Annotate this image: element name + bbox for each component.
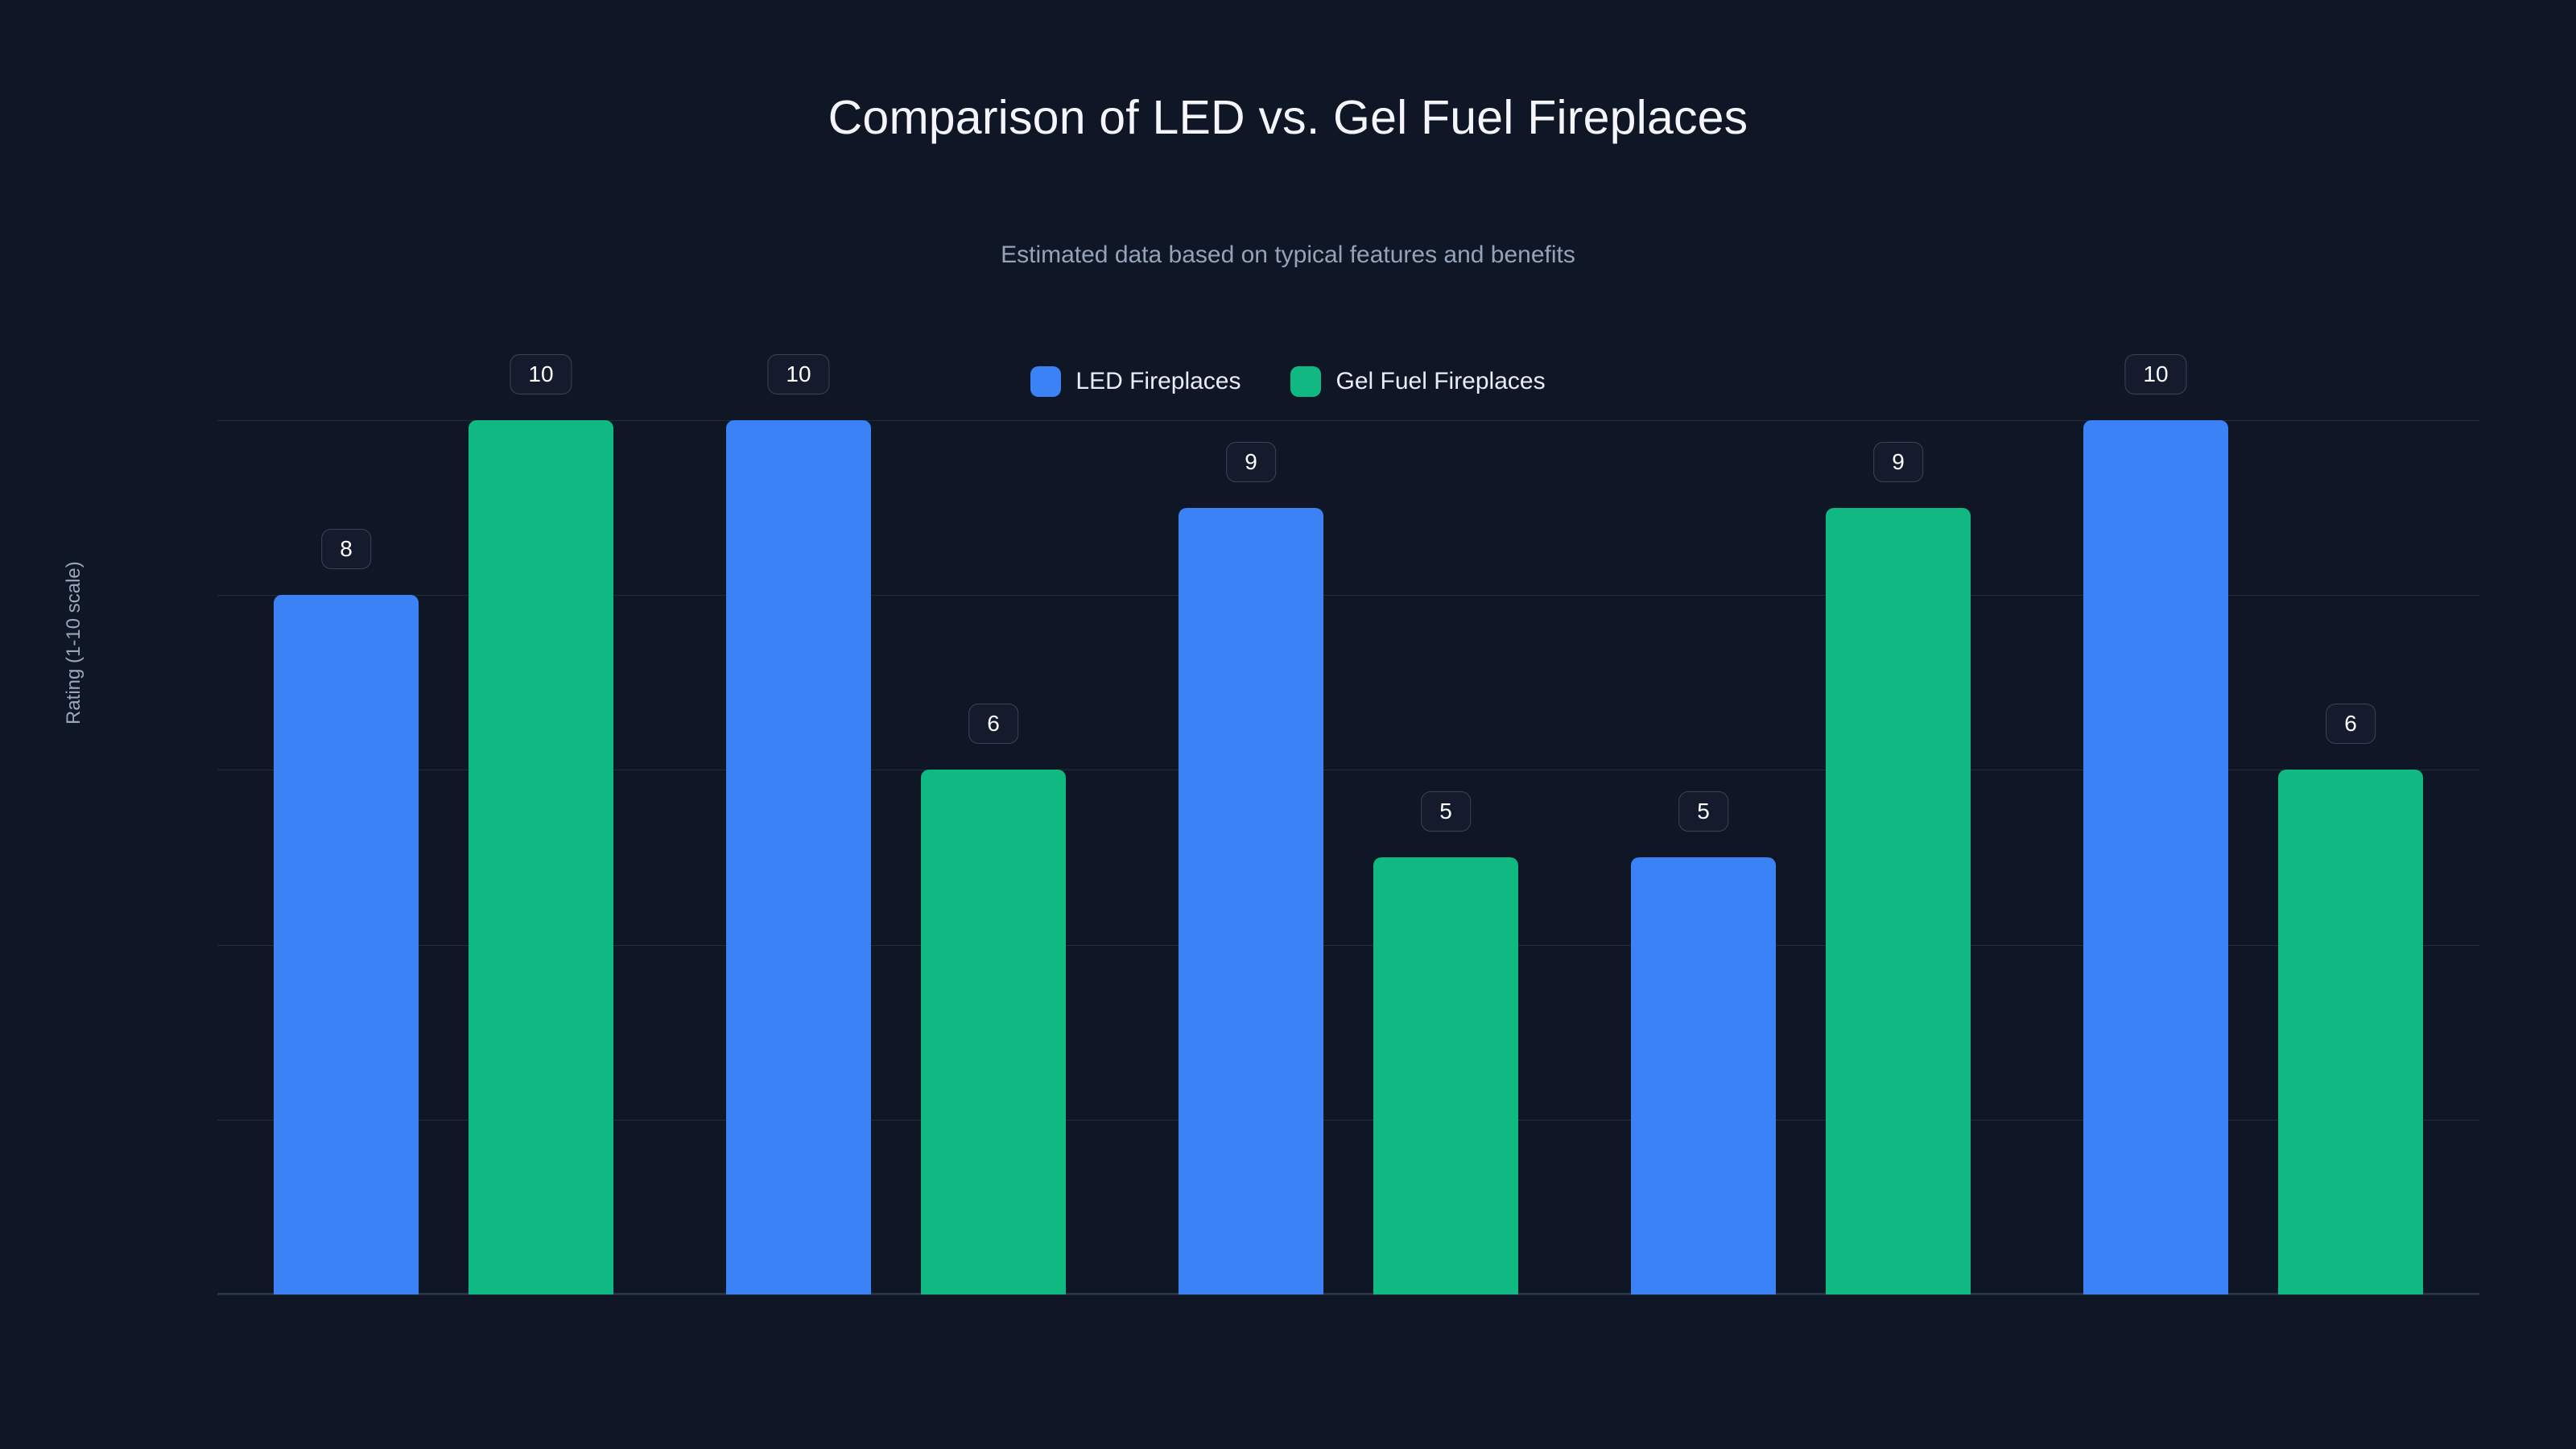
bar-value-label: 10 [510, 354, 572, 394]
gridline [217, 420, 2479, 421]
bar[interactable] [1373, 857, 1518, 1294]
bar-value-label: 10 [767, 354, 830, 394]
bar-group: 10 6 [2027, 354, 2479, 1294]
bar-slot: 10 [726, 354, 871, 1294]
bar-slot: 5 [1373, 420, 1518, 1294]
legend-swatch-icon-led [1030, 366, 1062, 397]
bar-slot: 10 [469, 354, 613, 1294]
bar-value-label: 9 [1873, 441, 1923, 482]
legend-swatch-icon-gel-fuel [1290, 366, 1322, 397]
bar-slot: 10 [2083, 354, 2228, 1294]
x-axis-baseline [217, 1293, 2479, 1294]
bar-value-label: 6 [2326, 704, 2376, 745]
bar-slot: 8 [274, 420, 419, 1294]
legend-label-gel-fuel: Gel Fuel Fireplaces [1335, 368, 1546, 394]
gridline [217, 595, 2479, 597]
bar[interactable] [274, 595, 419, 1294]
bar-slot: 9 [1826, 420, 1971, 1294]
gridline [217, 1294, 2479, 1295]
bar-slot: 5 [1631, 420, 1776, 1294]
bar[interactable] [2083, 420, 2228, 1294]
bar-slot: 6 [921, 420, 1066, 1294]
bar[interactable] [2278, 770, 2423, 1294]
bar[interactable] [1631, 857, 1776, 1294]
bar[interactable] [1826, 507, 1971, 1294]
bar[interactable] [1179, 507, 1323, 1294]
gridline [217, 944, 2479, 946]
bar[interactable] [921, 770, 1066, 1294]
bar-slot: 9 [1179, 420, 1323, 1294]
bar[interactable] [726, 420, 871, 1294]
bar-value-label: 6 [968, 704, 1018, 745]
bar-value-label: 10 [2124, 354, 2187, 394]
chart-subtitle: Estimated data based on typical features… [1001, 242, 1575, 268]
bar-value-label: 5 [1678, 791, 1728, 832]
legend-label-led: LED Fireplaces [1075, 368, 1241, 394]
bar-value-label: 8 [321, 529, 371, 570]
bar-slot: 6 [2278, 420, 2423, 1294]
chart-legend: LED Fireplaces Gel Fuel Fireplaces [0, 366, 2576, 397]
bar[interactable] [469, 420, 613, 1294]
legend-item-led[interactable]: LED Fireplaces [1030, 366, 1241, 397]
gridline [217, 1119, 2479, 1121]
bar-group: 8 10 [217, 354, 670, 1294]
bar-value-label: 5 [1421, 791, 1471, 832]
bar-groups: 8 10 10 6 9 5 5 9 10 6 [217, 354, 2479, 1294]
bar-value-label: 9 [1226, 441, 1276, 482]
y-axis-label: Rating (1-10 scale) [63, 561, 85, 724]
legend-item-gel-fuel[interactable]: Gel Fuel Fireplaces [1290, 366, 1546, 397]
chart-title: Comparison of LED vs. Gel Fuel Fireplace… [828, 91, 1748, 144]
bar-group: 10 6 [670, 354, 1122, 1294]
